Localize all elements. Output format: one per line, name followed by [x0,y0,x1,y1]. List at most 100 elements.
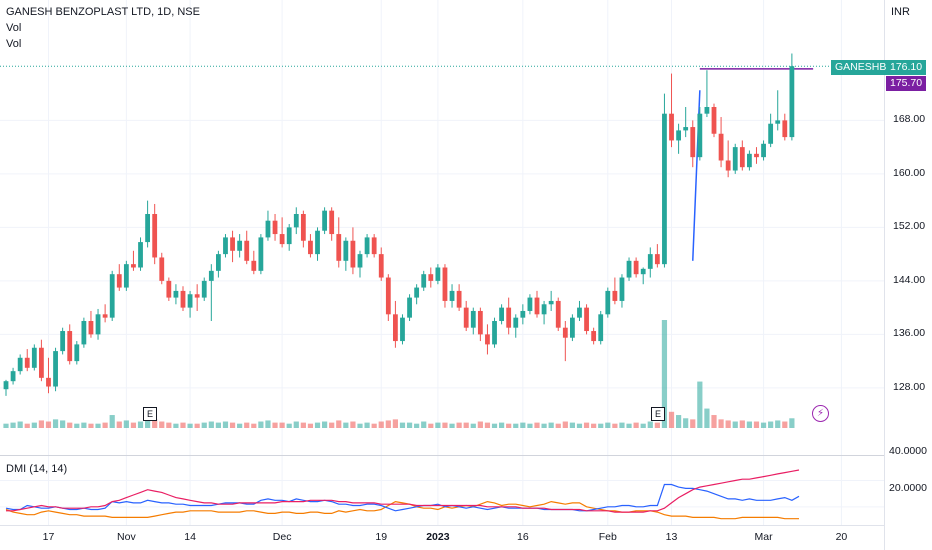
volume-legend-1[interactable]: Vol [6,22,22,34]
candle-body [145,214,150,243]
candle-body [201,280,207,298]
volume-bar [258,421,264,428]
volume-bar [237,423,243,428]
price-tick-label: 152.00 [893,220,926,233]
volume-bar [690,419,696,428]
candle-body [116,274,122,288]
volume-bar [456,422,462,428]
currency-label[interactable]: INR [891,6,910,18]
volume-legend-2[interactable]: Vol [6,38,22,50]
candle-body [555,300,561,328]
volume-bar [307,423,314,428]
candle-body [216,254,221,271]
candle-body [258,237,264,271]
volume-bar [513,423,519,428]
candle-body [711,107,717,134]
plus-di-line [5,483,800,512]
earnings-marker[interactable]: E [651,407,665,421]
candle-body [265,220,271,238]
volume-bar [506,423,512,428]
volume-bar [499,422,505,428]
volume-bar [605,422,611,428]
volume-bar [137,421,144,428]
candle-body [492,321,497,345]
candle-body [626,260,632,278]
candle-body [315,230,320,255]
candle-body [761,143,766,158]
volume-bar [293,421,299,428]
time-tick-label: 13 [665,531,678,543]
candle-body [739,147,745,168]
candle-body [704,107,710,114]
candle-body [293,214,299,228]
time-tick-label: 14 [184,531,196,543]
candle-body [747,153,752,168]
volume-bar [10,422,16,428]
candle-body [10,371,16,382]
symbol-title[interactable]: GANESH BENZOPLAST LTD, 1D, NSE [6,6,200,18]
symbol-tag-name: GANESHBE [835,61,894,73]
candle-body [60,331,66,352]
volume-bar [52,419,59,428]
volume-bar [654,422,660,428]
dmi-tick-label: 40.0000 [889,445,927,457]
candle-body [485,334,490,345]
volume-bar [576,423,583,428]
volume-bar [222,421,229,428]
candle-body [725,160,731,171]
candle-body [67,331,73,362]
volume-bar [343,422,349,428]
earnings-marker[interactable]: E [143,407,157,421]
time-tick-label: Nov [117,531,136,543]
candle-body [633,260,639,275]
price-tick-label: 160.00 [893,166,926,179]
candle-body [109,274,115,318]
volume-bar [470,423,476,428]
candle-body [676,130,681,141]
candle-body [95,314,101,335]
price-tick-label: 128.00 [893,380,926,393]
volume-bar [24,423,30,428]
volume-bar [364,422,370,428]
candle-body [88,321,94,335]
volume-bar [789,418,795,428]
volume-bar [491,423,498,428]
volume-bar [626,423,632,428]
candle-body [17,357,23,372]
volume-bar [683,418,689,428]
volume-bar [67,422,73,428]
candle-body [81,321,87,345]
lightning-icon[interactable]: ⚡ [812,405,829,422]
volume-bar [116,421,122,428]
volume-bar [272,422,278,428]
candle-body [619,277,625,301]
volume-bar [130,422,137,428]
volume-bar [534,422,540,428]
candle-body [336,234,342,261]
volume-bar [428,423,434,428]
candle-body [194,294,200,298]
candle-body [329,210,335,235]
volume-bar [74,423,80,428]
dmi-legend[interactable]: DMI (14, 14) [6,463,68,475]
candle-body [208,270,214,281]
volume-bar [152,419,158,428]
candle-body [605,290,611,315]
candle-body [131,264,136,268]
volume-bar [265,420,271,428]
volume-bar [378,421,384,428]
dmi-indicator [5,469,800,520]
volume-bar [350,421,356,428]
volume-bar [760,422,767,428]
volume-bar [782,421,788,428]
volume-bar [633,422,639,428]
candle-body [46,377,51,387]
candle-body [230,237,235,251]
candle-body [393,314,398,342]
candle-body [718,133,724,161]
candle-body [584,307,589,332]
volume-bar [676,415,682,428]
candle-body [789,66,795,138]
volume-bar [477,421,483,428]
